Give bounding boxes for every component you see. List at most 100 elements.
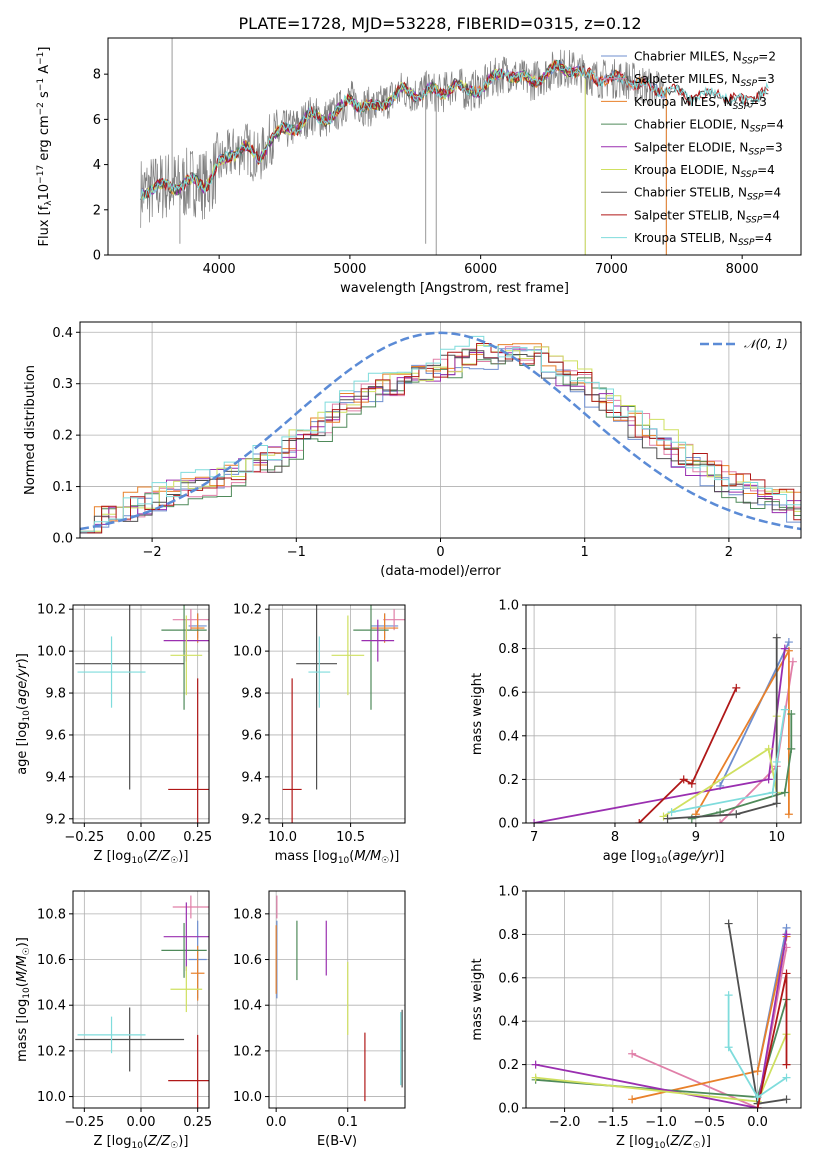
y-tick-label: 9.8 (45, 687, 66, 702)
legend-label: Salpeter ELODIE, NSSP=3 (634, 140, 783, 157)
age-vs-Z-xlabel: Z [log10(Z/Z☉)] (94, 849, 189, 866)
weight-line-chabrier-miles (719, 641, 790, 787)
mass-vs-EBV-axes: 0.0 0.1 10.0 10.2 10.4 10.6 10.8 (233, 891, 405, 1130)
mass-vs-EBV-plot (275, 895, 403, 1102)
weight-marker (531, 1060, 540, 1069)
weight-vs-age-xlabel: age [log10(age/yr)] (603, 849, 725, 866)
xlabel-part: mass [log (275, 849, 338, 864)
xlabel-part: Z [log (94, 849, 132, 864)
y-tick-label: 4 (93, 158, 101, 173)
y-tick-label: 10.0 (233, 1090, 262, 1105)
xlabel-part: 10 (338, 856, 350, 866)
weight-marker (724, 991, 733, 1000)
y-tick-label: 10.2 (233, 603, 262, 618)
xlabel-part: Z/Z (147, 849, 171, 864)
y-tick-label: 0.8 (498, 928, 519, 943)
legend-label-tail: =3 (749, 95, 767, 109)
x-tick-label: 8000 (726, 262, 759, 277)
legend-label-main: Chabrier MILES, N (634, 50, 742, 64)
weight-marker (772, 757, 781, 766)
x-tick-label: 1 (581, 545, 589, 560)
y-tick-label: 9.4 (241, 770, 262, 785)
y-tick-label: 10.6 (233, 953, 262, 968)
mass-vs-Z-ylabel: mass [log10(M/M☉)] (15, 937, 32, 1062)
xlabel-part: M/M (354, 849, 381, 864)
y-tick-label: 10.6 (37, 953, 66, 968)
legend-label-tail: =3 (765, 140, 783, 154)
x-tick-label: −0.5 (694, 1115, 726, 1130)
weight-vs-age-frame (525, 604, 802, 824)
weight-marker (687, 814, 696, 823)
y-tick-label: 10.0 (233, 645, 262, 660)
x-tick-label: 5000 (333, 262, 366, 277)
weight-marker (782, 1095, 791, 1104)
ylabel-part: )] (15, 653, 30, 663)
y-tick-label: 10.4 (233, 999, 262, 1014)
weight-marker (780, 705, 789, 714)
weight-line-salpeter-elodie (535, 934, 788, 1108)
y-tick-label: 10.8 (233, 907, 262, 922)
weight-marker (628, 1095, 637, 1104)
xlabel-part: )] (389, 849, 399, 864)
weight-marker (787, 710, 796, 718)
weight-marker (787, 744, 796, 753)
y-tick-label: 0.2 (52, 429, 73, 444)
weight-marker (724, 1043, 733, 1052)
ylabel-part: mass weight (470, 673, 485, 755)
x-tick-label: −1 (287, 545, 306, 560)
xlabel-part: ☉ (693, 1141, 701, 1151)
ylabel-part: 10 (22, 987, 32, 999)
x-tick-label: 0.0 (747, 1115, 768, 1130)
legend-label-tail: =4 (754, 231, 772, 245)
ylabel-part: s (37, 91, 52, 102)
legend-label-tail: =4 (766, 118, 784, 132)
figure-title: PLATE=1728, MJD=53228, FIBERID=0315, z=0… (238, 14, 641, 33)
model-spectrum-kroupa-stelib (140, 59, 769, 201)
weight-marker (780, 644, 789, 653)
ylabel-part: λ (44, 200, 54, 206)
x-tick-label: −1.5 (597, 1115, 629, 1130)
xlabel-part: ( (143, 1134, 148, 1149)
weight-marker (659, 812, 668, 821)
weight-marker (753, 1093, 762, 1102)
ylabel-part: 10 (22, 710, 32, 722)
ylabel-part: Normed distribution (23, 365, 38, 495)
weight-line-salpeter-miles (631, 947, 788, 1108)
age-vs-mass-axes: 10.0 10.5 9.2 9.4 9.6 9.8 10.0 10.2 (233, 603, 405, 845)
weight-vs-age-axes: 7 8 9 10 0.0 0.2 0.4 0.6 0.8 1.0 (498, 599, 801, 845)
age-vs-mass-xlabel: mass [log10(M/M☉)] (275, 849, 400, 866)
weight-marker (788, 657, 797, 666)
xlabel-part: Z/Z (147, 1134, 171, 1149)
y-tick-label: 10.0 (37, 645, 66, 660)
legend-label-tail: =4 (764, 186, 782, 200)
xlabel-part: ( (667, 849, 672, 864)
legend-label-sub: SSP (741, 79, 758, 89)
x-tick-label: 4000 (203, 262, 236, 277)
residuals-frame (79, 321, 802, 539)
weight-marker (753, 1104, 762, 1108)
weight-vs-Z-xlabel: Z [log10(Z/Z☉)] (616, 1134, 711, 1151)
legend-label-tail: =2 (758, 50, 776, 64)
weight-marker (782, 1060, 791, 1069)
xlabel-part: 10 (656, 856, 668, 866)
ylabel-part: −17 (36, 165, 46, 184)
ylabel-part: ( (15, 982, 30, 987)
x-tick-label: 7000 (595, 262, 628, 277)
legend-label: Chabrier STELIB, NSSP=4 (634, 186, 781, 203)
legend-label-sub: SSP (748, 147, 765, 157)
weight-marker (732, 683, 741, 692)
age-vs-Z-frame (72, 604, 210, 824)
age-vs-mass-frame (268, 604, 406, 824)
weight-line-chabrier-stelib (667, 637, 778, 820)
y-tick-label: 0.2 (498, 773, 519, 788)
x-tick-label: 10.0 (268, 830, 297, 845)
residuals-ylabel: Normed distribution (23, 365, 38, 495)
weight-marker (764, 744, 773, 753)
mass-vs-EBV-xlabel: E(B-V) (317, 1134, 357, 1149)
weight-marker (667, 808, 676, 817)
ylabel-part: erg cm (37, 115, 52, 164)
x-tick-label: 8 (611, 830, 619, 845)
ylabel-part: mass weight (470, 958, 485, 1040)
x-tick-label: 0 (436, 545, 444, 560)
